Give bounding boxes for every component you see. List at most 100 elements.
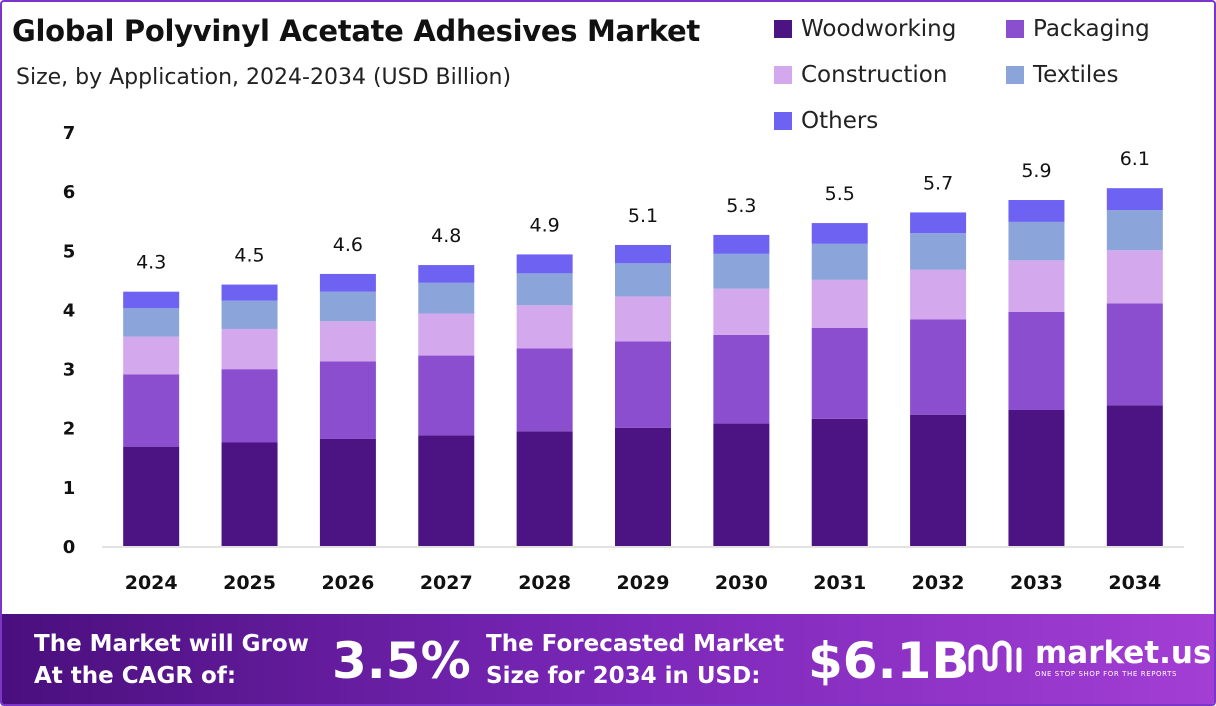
bar-packaging-2031 — [811, 327, 868, 419]
bar-others-2029 — [615, 244, 671, 264]
x-tick-label-2028: 2028 — [518, 572, 571, 594]
y-tick-label-6: 6 — [63, 182, 76, 203]
bar-chart: 0 1 2 3 4 5 6 7 4.3 2024 4.5 2025 4.6 2026 4.8 2027 4.9 2… — [63, 123, 1184, 594]
total-label-2031: 5.5 — [825, 183, 855, 205]
total-label-2026: 4.6 — [333, 234, 363, 256]
x-tick-label-2027: 2027 — [420, 572, 473, 594]
bar-others-2033 — [1008, 200, 1065, 222]
bar-others-2027 — [418, 265, 475, 283]
y-tick-label-3: 3 — [63, 360, 76, 381]
bar-construction-2033 — [1008, 260, 1065, 312]
bar-textiles-2034 — [1106, 210, 1163, 251]
bar-construction-2031 — [811, 279, 868, 328]
legend-label-construction: Construction — [801, 62, 948, 88]
bar-others-2025 — [221, 284, 278, 301]
x-tick-label-2026: 2026 — [321, 572, 374, 594]
forecast-label: The Forecasted Market Size for 2034 in U… — [486, 631, 785, 689]
bar-construction-2029 — [615, 296, 671, 342]
bar-packaging-2024 — [123, 374, 180, 447]
bar-woodworking-2031 — [811, 418, 868, 546]
bar-textiles-2026 — [319, 291, 376, 322]
bar-construction-2026 — [319, 321, 376, 362]
bar-woodworking-2026 — [319, 438, 376, 546]
bar-construction-2025 — [221, 328, 278, 370]
bar-textiles-2029 — [615, 263, 671, 297]
bar-packaging-2028 — [516, 348, 573, 432]
chart-legend: Woodworking Packaging Construction Texti… — [774, 12, 1214, 152]
legend-swatch-others — [774, 112, 792, 130]
bar-packaging-2025 — [221, 369, 278, 443]
bar-woodworking-2025 — [221, 442, 278, 546]
total-label-2027: 4.8 — [431, 225, 461, 247]
bar-woodworking-2032 — [910, 414, 967, 546]
bar-others-2026 — [319, 273, 376, 292]
bar-construction-2027 — [418, 313, 475, 356]
brand-tagline: ONE STOP SHOP FOR THE REPORTS — [1035, 670, 1178, 678]
cagr-label: The Market will Grow At the CAGR of: — [34, 631, 309, 689]
forecast-value: $6.1B — [808, 632, 970, 690]
footer-banner: The Market will Grow At the CAGR of: 3.5… — [2, 614, 1214, 704]
total-label-2025: 4.5 — [234, 245, 264, 267]
bar-textiles-2033 — [1008, 221, 1065, 261]
legend-item-textiles: Textiles — [1006, 62, 1118, 88]
bar-textiles-2032 — [910, 233, 967, 270]
legend-swatch-construction — [774, 66, 792, 84]
x-tick-label-2030: 2030 — [715, 572, 768, 594]
legend-swatch-textiles — [1006, 66, 1024, 84]
bar-packaging-2030 — [713, 334, 770, 424]
bar-textiles-2027 — [418, 282, 475, 314]
bar-textiles-2028 — [516, 273, 573, 306]
bar-packaging-2027 — [418, 355, 475, 436]
total-label-2028: 4.9 — [530, 214, 560, 236]
x-tick-label-2024: 2024 — [125, 572, 178, 594]
legend-swatch-packaging — [1006, 20, 1024, 38]
brand-logo: market.us ONE STOP SHOP FOR THE REPORTS — [967, 638, 1211, 678]
bar-construction-2032 — [910, 269, 967, 320]
total-label-2029: 5.1 — [628, 205, 658, 227]
bar-textiles-2024 — [123, 308, 180, 337]
legend-label-woodworking: Woodworking — [801, 16, 957, 42]
bar-others-2031 — [811, 223, 868, 244]
bar-construction-2030 — [713, 288, 770, 335]
legend-item-construction: Construction — [774, 62, 947, 88]
total-label-2034: 6.1 — [1120, 148, 1150, 170]
y-tick-label-0: 0 — [63, 537, 76, 558]
bar-packaging-2034 — [1106, 303, 1163, 406]
total-label-2033: 5.9 — [1021, 160, 1051, 182]
bar-others-2024 — [123, 291, 180, 309]
chart-title: Global Polyvinyl Acetate Adhesives Marke… — [12, 14, 700, 48]
legend-label-packaging: Packaging — [1033, 16, 1150, 42]
bar-woodworking-2030 — [713, 423, 770, 546]
bar-construction-2034 — [1106, 250, 1163, 304]
bar-textiles-2031 — [811, 243, 868, 280]
brand-name: market.us — [1035, 635, 1212, 671]
bar-woodworking-2029 — [615, 427, 671, 546]
bar-textiles-2025 — [221, 300, 278, 329]
total-label-2032: 5.7 — [923, 172, 953, 194]
legend-item-packaging: Packaging — [1006, 16, 1150, 42]
bar-others-2032 — [910, 212, 967, 234]
bar-packaging-2026 — [319, 361, 376, 439]
legend-item-others: Others — [774, 108, 878, 134]
x-tick-label-2031: 2031 — [813, 572, 866, 594]
bar-others-2028 — [516, 254, 573, 274]
bar-woodworking-2034 — [1106, 405, 1163, 546]
bar-textiles-2030 — [713, 253, 770, 289]
bar-packaging-2032 — [910, 319, 967, 415]
bar-woodworking-2033 — [1008, 409, 1065, 546]
x-tick-label-2034: 2034 — [1108, 572, 1161, 594]
bar-others-2034 — [1106, 188, 1163, 211]
y-tick-label-5: 5 — [63, 241, 76, 262]
x-tick-label-2029: 2029 — [617, 572, 670, 594]
bar-construction-2028 — [516, 305, 573, 349]
bar-packaging-2029 — [615, 341, 671, 428]
legend-swatch-woodworking — [774, 20, 792, 38]
bar-woodworking-2027 — [418, 435, 475, 546]
total-label-2024: 4.3 — [136, 252, 166, 274]
y-tick-label-1: 1 — [63, 478, 76, 499]
y-tick-label-2: 2 — [63, 419, 76, 440]
cagr-value: 3.5% — [332, 632, 471, 690]
y-tick-label-4: 4 — [63, 300, 76, 321]
bar-woodworking-2024 — [123, 446, 180, 546]
